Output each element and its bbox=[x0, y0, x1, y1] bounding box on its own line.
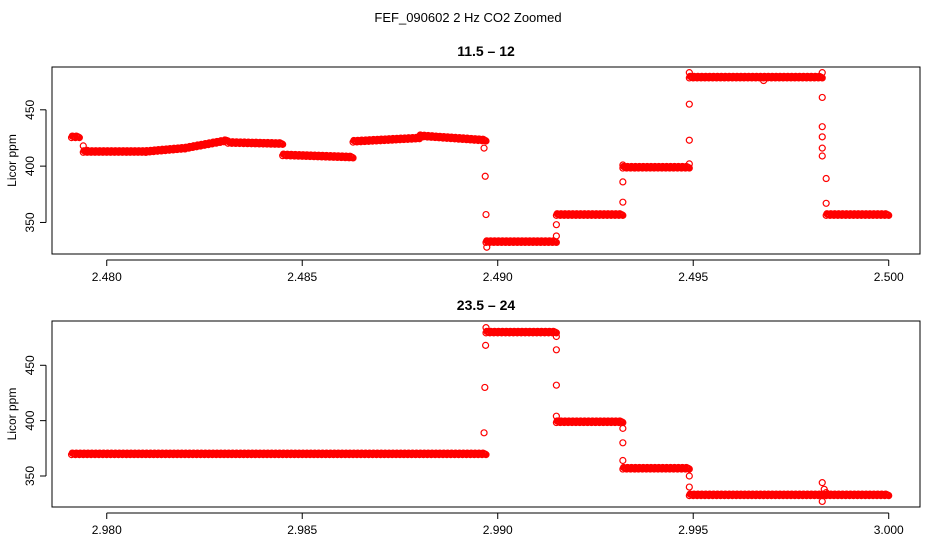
data-point bbox=[619, 424, 627, 432]
data-point bbox=[818, 123, 826, 131]
y-axis-label: Licor ppm bbox=[5, 388, 19, 441]
y-tick-label: 400 bbox=[23, 410, 37, 430]
data-point bbox=[75, 134, 83, 142]
data-point bbox=[685, 483, 693, 491]
y-tick-label: 450 bbox=[23, 355, 37, 375]
x-tick-label: 2.500 bbox=[874, 270, 904, 284]
y-tick-label: 350 bbox=[23, 466, 37, 486]
data-point bbox=[481, 383, 489, 392]
data-point bbox=[818, 152, 826, 160]
data-point bbox=[480, 144, 488, 152]
data-point bbox=[483, 243, 491, 251]
plot-frame bbox=[51, 66, 921, 255]
data-points bbox=[67, 69, 893, 251]
data-point bbox=[552, 232, 560, 240]
x-tick-label: 2.490 bbox=[483, 270, 513, 284]
x-tick-label: 2.485 bbox=[287, 270, 317, 284]
data-point bbox=[552, 346, 560, 354]
data-point bbox=[822, 174, 830, 183]
panel-top: 11.5 – 12 Licor ppm 2.480 2.485 2.490 2.495… bbox=[5, 43, 921, 284]
y-axis: 350 400 450 bbox=[23, 355, 47, 486]
data-point bbox=[818, 479, 826, 487]
x-axis: 2.980 2.985 2.990 2.995 3.000 bbox=[92, 512, 904, 537]
data-point bbox=[685, 136, 693, 144]
x-tick-label: 2.990 bbox=[483, 523, 513, 537]
data-point bbox=[279, 140, 287, 148]
y-tick-label: 400 bbox=[23, 156, 37, 176]
x-axis: 2.480 2.485 2.490 2.495 2.500 bbox=[92, 259, 904, 284]
panel-bottom: 23.5 – 24 Licor ppm 2.980 2.985 2.990 2.995… bbox=[5, 297, 921, 537]
data-point bbox=[818, 497, 826, 506]
x-tick-label: 3.000 bbox=[874, 523, 904, 537]
data-point bbox=[552, 332, 560, 341]
x-tick-label: 2.995 bbox=[678, 523, 708, 537]
data-point bbox=[759, 76, 768, 85]
x-tick-label: 2.495 bbox=[678, 270, 708, 284]
data-point bbox=[685, 465, 693, 473]
data-point bbox=[482, 451, 490, 459]
data-point bbox=[818, 144, 826, 152]
x-tick-label: 2.480 bbox=[92, 270, 122, 284]
data-point bbox=[685, 100, 693, 108]
data-point bbox=[818, 69, 826, 77]
data-point bbox=[885, 492, 893, 500]
x-tick-label: 2.980 bbox=[92, 523, 122, 537]
data-point bbox=[552, 329, 560, 337]
data-point bbox=[818, 74, 826, 82]
plot-frame bbox=[51, 320, 921, 508]
data-point bbox=[552, 412, 560, 420]
data-point bbox=[481, 172, 489, 180]
data-point bbox=[482, 341, 490, 349]
data-point bbox=[822, 199, 830, 207]
data-points bbox=[67, 324, 893, 506]
data-point bbox=[685, 160, 693, 168]
data-point bbox=[552, 221, 560, 229]
data-point bbox=[619, 456, 627, 465]
data-point bbox=[619, 198, 627, 206]
data-point bbox=[482, 324, 490, 332]
data-point bbox=[482, 210, 490, 219]
data-point bbox=[885, 211, 893, 219]
data-point bbox=[685, 69, 693, 77]
data-point bbox=[482, 137, 490, 145]
y-tick-label: 450 bbox=[23, 99, 37, 119]
data-point bbox=[552, 381, 560, 389]
y-axis: 350 400 450 bbox=[23, 99, 47, 232]
data-point bbox=[480, 429, 488, 437]
data-point bbox=[619, 161, 627, 169]
data-point bbox=[619, 211, 627, 219]
data-point bbox=[349, 154, 357, 162]
data-point bbox=[685, 164, 693, 172]
data-point bbox=[79, 142, 87, 150]
data-point bbox=[619, 439, 627, 447]
data-point bbox=[619, 178, 627, 186]
data-point bbox=[818, 133, 826, 141]
y-axis-label: Licor ppm bbox=[5, 134, 19, 187]
data-point bbox=[83, 146, 91, 154]
data-point bbox=[685, 472, 693, 480]
data-point bbox=[822, 489, 830, 497]
data-point bbox=[818, 93, 826, 102]
x-tick-label: 2.985 bbox=[287, 523, 317, 537]
figure-title: FEF_090602 2 Hz CO2 Zoomed bbox=[374, 10, 561, 25]
panel-title: 11.5 – 12 bbox=[457, 43, 515, 59]
y-tick-label: 350 bbox=[23, 212, 37, 232]
panel-title: 23.5 – 24 bbox=[457, 297, 516, 313]
